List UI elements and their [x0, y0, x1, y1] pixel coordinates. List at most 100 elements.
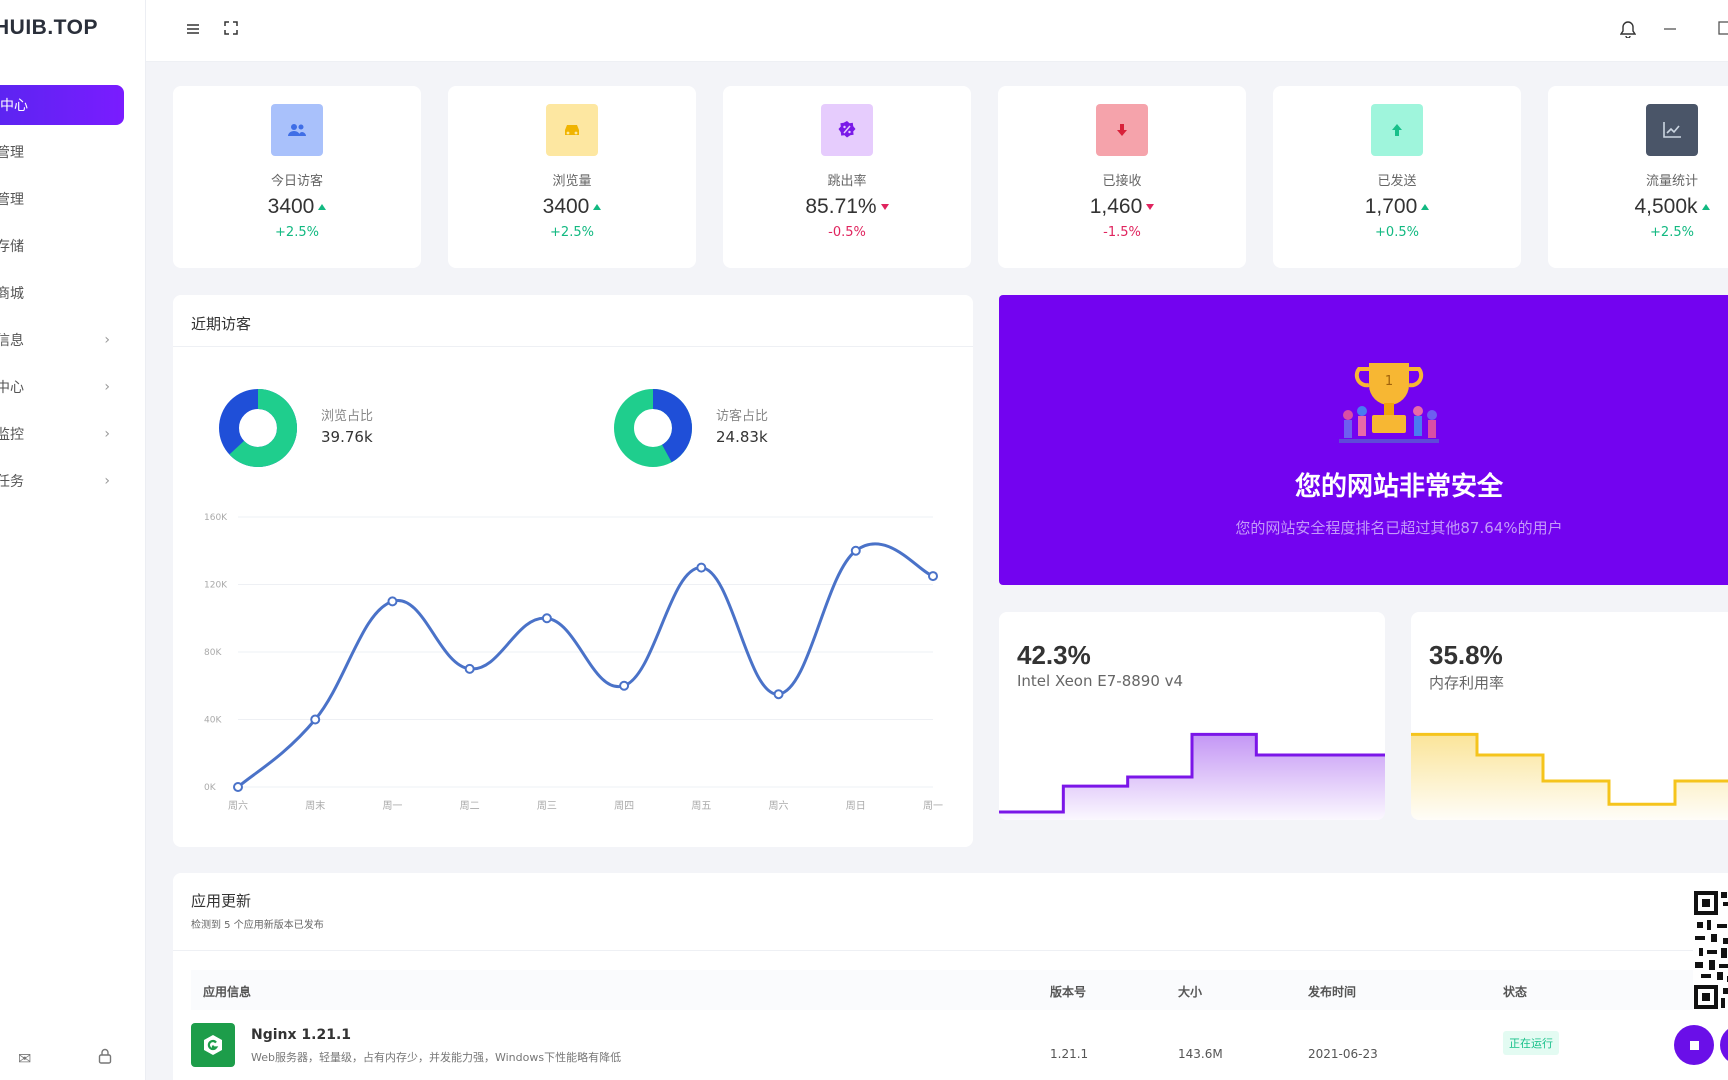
col-release-date: 发布时间 — [1308, 985, 1357, 999]
data-point[interactable] — [310, 714, 321, 725]
sidebar-item-label: 商城 — [0, 286, 24, 302]
cpu-model-label: Intel Xeon E7-8890 v4 — [1017, 672, 1184, 690]
x-tick-label: 周一 — [923, 800, 943, 812]
lock-icon[interactable] — [98, 1048, 112, 1068]
sidebar-item[interactable]: 任务 › — [0, 461, 130, 501]
trend-up-icon — [318, 204, 327, 211]
percent-icon — [821, 104, 873, 156]
sidebar-item[interactable]: 管理 — [0, 132, 130, 172]
trend-down-icon — [1146, 204, 1155, 211]
chevron-right-icon: › — [104, 473, 110, 489]
data-point[interactable] — [233, 782, 243, 792]
x-tick-label: 周二 — [460, 800, 480, 812]
nginx-icon — [191, 1023, 235, 1067]
stat-value-row: 3400 — [173, 195, 421, 219]
sidebar-item[interactable]: 中心 — [0, 85, 124, 125]
x-tick-label: 周末 — [305, 799, 325, 812]
stat-value: 1,460 — [1089, 195, 1143, 218]
trophy-illustration: 1 — [1339, 363, 1439, 443]
sidebar-item[interactable]: 存储 — [0, 226, 130, 266]
data-point[interactable] — [696, 562, 707, 573]
x-tick-label: 周三 — [537, 800, 557, 812]
status-badge: 正在运行 — [1503, 1031, 1559, 1055]
bell-icon[interactable] — [1619, 20, 1637, 42]
data-point[interactable] — [850, 545, 861, 556]
sidebar-item[interactable]: 信息 › — [0, 320, 130, 360]
sidebar-item-label: 监控 — [0, 427, 24, 443]
chevron-right-icon: › — [104, 379, 110, 395]
sidebar-item-label: 任务 — [0, 474, 24, 490]
col-size: 大小 — [1178, 985, 1203, 999]
sidebar-item[interactable]: 管理 — [0, 179, 130, 219]
users-icon — [271, 104, 323, 156]
data-point[interactable] — [773, 689, 784, 700]
stat-card: 今日访客 3400 +2.5% — [173, 86, 421, 268]
memory-usage-value: 35.8% — [1429, 640, 1503, 670]
app-updates-panel: 应用更新 检测到 5 个应用新版本已发布 应用信息 版本号 大小 发布时间 状态… — [173, 873, 1728, 1080]
security-title: 您的网站非常安全 — [1294, 472, 1503, 502]
y-tick-label: 160K — [204, 513, 228, 523]
y-tick-label: 40K — [204, 716, 222, 726]
stat-value-row: 1,460 — [998, 195, 1246, 219]
sidebar-item-label: 管理 — [0, 145, 24, 161]
stat-change: -1.5% — [1103, 225, 1141, 240]
fullscreen-icon[interactable] — [224, 20, 238, 39]
data-point[interactable] — [464, 663, 475, 674]
sidebar-item-label: 中心 — [0, 98, 28, 114]
trend-down-icon — [880, 204, 889, 211]
x-tick-label: 周六 — [228, 800, 248, 812]
menu-toggle-icon[interactable] — [186, 20, 200, 39]
stat-value: 85.71% — [805, 195, 877, 218]
panel-title: 应用更新 — [191, 892, 252, 910]
col-status: 状态 — [1503, 985, 1528, 999]
arrow-up-icon — [1371, 104, 1423, 156]
data-point[interactable] — [928, 571, 938, 582]
mail-icon[interactable]: ✉ — [18, 1049, 32, 1068]
stat-label: 跳出率 — [827, 174, 867, 189]
stat-label: 已发送 — [1377, 174, 1417, 189]
step-area — [1411, 734, 1728, 820]
x-tick-label: 周五 — [691, 800, 711, 812]
x-tick-label: 周一 — [382, 800, 402, 812]
trend-up-icon — [1421, 204, 1430, 211]
recent-visitors-panel: 近期访客 浏览占比 39.76k 访客占比 24.83k 0K 40K 80K 120… — [173, 295, 973, 847]
sidebar-item[interactable]: 商城 — [0, 273, 130, 313]
step-line — [999, 732, 1385, 814]
chart-icon — [1646, 104, 1698, 156]
stat-card: 已接收 1,460 -1.5% — [998, 86, 1246, 268]
data-point[interactable] — [619, 680, 630, 691]
minimize-icon[interactable] — [1662, 20, 1678, 40]
series-line — [237, 542, 934, 789]
stat-change: +2.5% — [275, 225, 319, 240]
stat-card: 已发送 1,700 +0.5% — [1273, 86, 1521, 268]
stop-button[interactable] — [1674, 1025, 1714, 1065]
data-point[interactable] — [387, 596, 398, 607]
divider — [173, 346, 973, 347]
stat-change: -0.5% — [828, 225, 866, 240]
y-tick-label: 0K — [204, 783, 217, 793]
app-version: 1.21.1 — [1050, 1047, 1089, 1061]
arrow-down-icon — [1096, 104, 1148, 156]
stat-value: 3400 — [542, 195, 590, 218]
data-point[interactable] — [541, 613, 552, 624]
security-subtitle: 您的网站安全程度排名已超过其他87.64%的用户 — [1235, 519, 1563, 537]
sidebar-item[interactable]: 中心 › — [0, 367, 130, 407]
step-line — [1411, 732, 1728, 806]
stat-change: +2.5% — [550, 225, 594, 240]
sidebar-item[interactable]: 监控 › — [0, 414, 130, 454]
cpu-step-chart — [999, 732, 1385, 820]
stat-card: 浏览量 3400 +2.5% — [448, 86, 696, 268]
stat-change: +2.5% — [1650, 225, 1694, 240]
table-header — [191, 970, 1728, 1010]
visitor-ratio-value: 24.83k — [716, 428, 768, 446]
top-bar — [146, 0, 1728, 62]
sidebar-item-label: 管理 — [0, 192, 24, 208]
y-tick-label: 120K — [204, 581, 228, 591]
security-banner: 1 您的网站非常安全 您的网站安全程度排名已超过其他87.64%的用户 — [999, 295, 1728, 585]
visitor-ratio-label: 访客占比 — [716, 409, 769, 424]
maximize-icon[interactable] — [1718, 20, 1728, 39]
action-button[interactable] — [1720, 1025, 1728, 1065]
stat-value-row: 1,700 — [1273, 195, 1521, 219]
app-name: Nginx 1.21.1 — [251, 1027, 352, 1043]
y-tick-label: 80K — [204, 648, 222, 658]
